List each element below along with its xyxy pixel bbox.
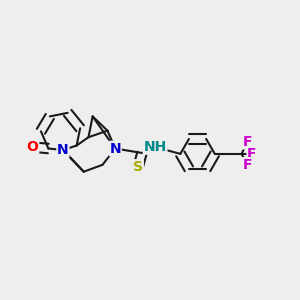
Text: F: F [247,147,257,161]
Text: F: F [243,158,252,172]
Text: N: N [110,142,121,155]
Text: S: S [133,160,143,174]
Text: N: N [57,143,69,157]
Text: F: F [243,135,252,149]
Text: NH: NH [143,140,167,154]
Text: O: O [27,140,38,154]
